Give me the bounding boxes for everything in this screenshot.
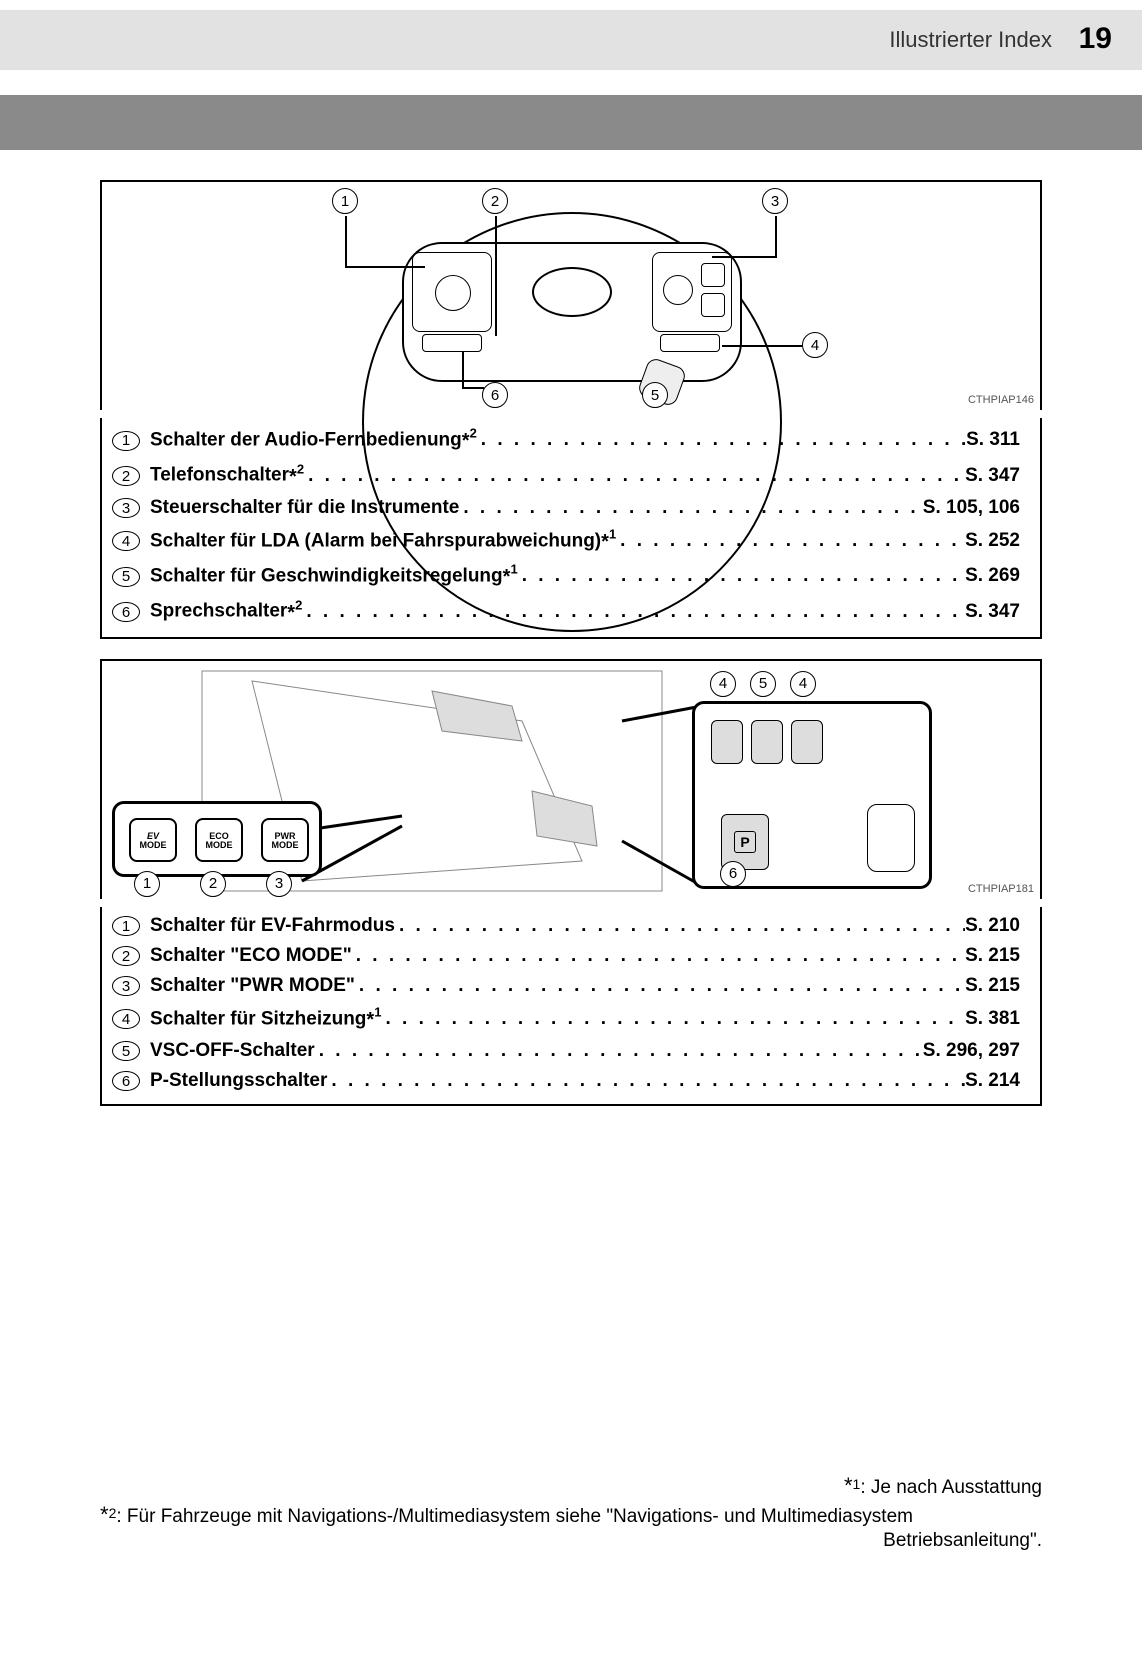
index-number: 2 xyxy=(112,946,140,966)
index-page-ref: S. 269 xyxy=(965,565,1020,587)
index-label: Schalter für EV-Fahrmodus xyxy=(150,915,395,937)
index-label: Schalter "PWR MODE" xyxy=(150,975,355,997)
page-number: 19 xyxy=(1079,22,1112,56)
footnote1-star: * xyxy=(844,1473,853,1498)
index-list-2: 1 Schalter für EV-Fahrmodus S. 210 2 Schalte… xyxy=(100,907,1042,1106)
footnote2-text-a: : Für Fahrzeuge mit Navigations-/Multime… xyxy=(116,1506,913,1527)
callout2-5: 5 xyxy=(750,671,776,697)
callout-2: 2 xyxy=(482,188,508,214)
index-page-ref: S. 347 xyxy=(965,601,1020,623)
index-number: 4 xyxy=(112,1009,140,1029)
callout-1: 1 xyxy=(332,188,358,214)
eco-mode-button: ECOMODE xyxy=(195,818,243,862)
dpad-icon xyxy=(435,275,471,311)
leader-dots xyxy=(355,975,965,997)
leader-dots xyxy=(352,945,965,967)
left-bottom-button xyxy=(422,334,482,352)
header-band: Illustrierter Index xyxy=(0,10,1142,70)
index-page-ref: S. 252 xyxy=(965,530,1020,552)
index-page-ref: S. 381 xyxy=(965,1008,1020,1030)
index-footnote-ref: *1 xyxy=(366,1008,381,1029)
index-footnote-ref: *2 xyxy=(289,465,304,486)
right-button-cluster xyxy=(652,252,732,332)
callout-4: 4 xyxy=(802,332,828,358)
vsc-off-icon xyxy=(751,720,783,764)
wheel-emblem xyxy=(532,267,612,317)
index-number: 1 xyxy=(112,916,140,936)
index-page-ref: S. 105, 106 xyxy=(923,497,1020,519)
index-number: 5 xyxy=(112,567,140,587)
index-number: 1 xyxy=(112,431,140,451)
index-page-ref: S. 210 xyxy=(965,915,1020,937)
index-row: 3 Schalter "PWR MODE" S. 215 xyxy=(102,971,1040,1001)
index-number: 3 xyxy=(112,976,140,996)
leader-dots xyxy=(315,1040,923,1062)
index-label: Telefonschalter*2 xyxy=(150,461,304,488)
index-page-ref: S. 311 xyxy=(966,429,1020,451)
index-number: 2 xyxy=(112,466,140,486)
index-label: P-Stellungsschalter xyxy=(150,1070,327,1092)
index-number: 5 xyxy=(112,1041,140,1061)
right-small-btn1 xyxy=(701,263,725,287)
ev-mode-button: EVMODE xyxy=(129,818,177,862)
index-label: Schalter für Sitzheizung*1 xyxy=(150,1005,381,1032)
index-number: 4 xyxy=(112,531,140,551)
index-number: 6 xyxy=(112,602,140,622)
index-page-ref: S. 347 xyxy=(965,465,1020,487)
footnote2-text-b: Betriebsanleitung". xyxy=(883,1530,1042,1551)
index-label: Sprechschalter*2 xyxy=(150,597,302,624)
callout2-4b: 4 xyxy=(790,671,816,697)
content: 1 2 3 4 5 6 CTHPIAP146 1Schalter der Aud… xyxy=(100,180,1042,1106)
callout-5: 5 xyxy=(642,382,668,408)
leader-dots xyxy=(381,1008,965,1030)
footnote1-text: : Je nach Ausstattung xyxy=(860,1477,1042,1498)
callout-6: 6 xyxy=(482,382,508,408)
callout2-1: 1 xyxy=(134,871,160,897)
callout-3: 3 xyxy=(762,188,788,214)
callout2-4a: 4 xyxy=(710,671,736,697)
index-label: Schalter "ECO MODE" xyxy=(150,945,352,967)
footnote2-star: * xyxy=(100,1502,109,1527)
diagram-steering-wheel: 1 2 3 4 5 6 CTHPIAP146 xyxy=(100,180,1042,410)
card-slot xyxy=(867,804,915,872)
index-page-ref: S. 214 xyxy=(965,1070,1020,1092)
index-row: 4 Schalter für Sitzheizung*1 S. 381 xyxy=(102,1001,1040,1036)
index-row: 1 Schalter für EV-Fahrmodus S. 210 xyxy=(102,911,1040,941)
seat-heat-left-icon xyxy=(711,720,743,764)
right-small-btn2 xyxy=(701,293,725,317)
index-page-ref: S. 296, 297 xyxy=(923,1040,1020,1062)
index-row: 6 P-Stellungsschalter S. 214 xyxy=(102,1066,1040,1096)
index-row: 2 Schalter "ECO MODE" S. 215 xyxy=(102,941,1040,971)
right-bottom-button xyxy=(660,334,720,352)
left-button-cluster xyxy=(412,252,492,332)
gray-bar xyxy=(0,95,1142,150)
diagram1-code: CTHPIAP146 xyxy=(968,394,1034,406)
diagram2-code: CTHPIAP181 xyxy=(968,883,1034,895)
seat-heat-right-icon xyxy=(791,720,823,764)
ok-button-icon xyxy=(663,275,693,305)
index-number: 3 xyxy=(112,498,140,518)
callout2-2: 2 xyxy=(200,871,226,897)
callout2-3: 3 xyxy=(266,871,292,897)
section-title: Illustrierter Index xyxy=(889,27,1052,53)
index-row: 5 VSC-OFF-Schalter S. 296, 297 xyxy=(102,1036,1040,1066)
index-page-ref: S. 215 xyxy=(965,975,1020,997)
index-number: 6 xyxy=(112,1071,140,1091)
right-panel: P xyxy=(692,701,932,889)
index-page-ref: S. 215 xyxy=(965,945,1020,967)
footnotes: *1: Je nach Ausstattung *2: Für Fahrzeug… xyxy=(100,1472,1042,1554)
leader-dots xyxy=(395,915,965,937)
callout2-6: 6 xyxy=(720,861,746,887)
pwr-mode-button: PWRMODE xyxy=(261,818,309,862)
leader-dots xyxy=(327,1070,965,1092)
mode-panel: EVMODE ECOMODE PWRMODE xyxy=(112,801,322,877)
diagram-center-console: EVMODE ECOMODE PWRMODE P 4 5 4 1 2 3 6 C… xyxy=(100,659,1042,899)
index-footnote-ref: *2 xyxy=(287,601,302,622)
index-label: VSC-OFF-Schalter xyxy=(150,1040,315,1062)
